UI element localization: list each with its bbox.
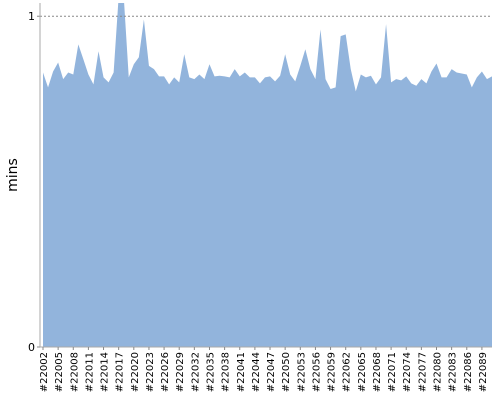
x-tick-label: #22071	[387, 352, 398, 392]
x-tick-label: #22047	[266, 352, 277, 392]
x-tick-label: #22050	[281, 352, 292, 392]
x-tick-label: #22068	[372, 352, 383, 392]
x-tick-label: #22032	[190, 352, 201, 392]
x-tick-label: #22026	[160, 352, 171, 392]
x-tick-label: #22053	[296, 352, 307, 392]
y-tick-label: 1	[28, 10, 35, 23]
x-tick-label: #22041	[236, 352, 247, 392]
x-tick-label: #22038	[221, 352, 232, 392]
x-tick-label: #22002	[39, 352, 50, 392]
x-tick-label: #22062	[342, 352, 353, 392]
x-tick-label: #22065	[357, 352, 368, 392]
x-tick-label: #22080	[433, 352, 444, 392]
x-tick-label: #22014	[100, 352, 111, 392]
plot	[43, 3, 492, 347]
x-tick-label: #22023	[145, 352, 156, 392]
x-tick-label: #22020	[130, 352, 141, 392]
x-tick-label: #22011	[84, 352, 95, 392]
area	[43, 3, 492, 347]
x-tick-label: #22074	[402, 352, 413, 392]
x-tick-label: #22089	[478, 352, 489, 392]
y-axis-label: mins	[5, 158, 21, 192]
x-tick-label: #22017	[115, 352, 126, 392]
y-tick-label: 0	[28, 341, 35, 354]
x-tick-label: #22029	[175, 352, 186, 392]
x-tick-label: #22077	[417, 352, 428, 392]
x-tick-label: #22083	[448, 352, 459, 392]
x-tick-label: #22044	[251, 352, 262, 392]
x-tick-label: #22008	[69, 352, 80, 392]
x-tick-label: #22005	[54, 352, 65, 392]
x-tick-label: #22056	[311, 352, 322, 392]
x-tick-label: #22086	[463, 352, 474, 392]
x-tick-label: #22035	[205, 352, 216, 392]
x-tick-label: #22059	[327, 352, 338, 392]
